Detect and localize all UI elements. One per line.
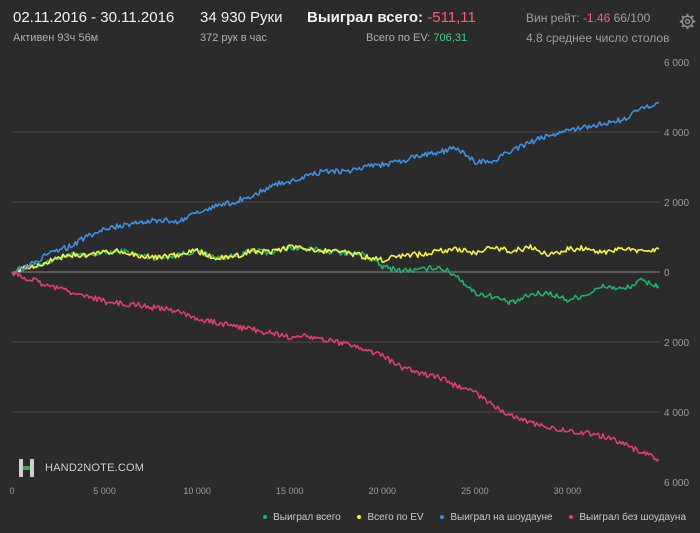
hand2note-logo: HAND2NOTE.COM xyxy=(16,456,144,480)
y-tick-label: 4 000 xyxy=(664,408,689,419)
legend-item-ev[interactable]: Всего по EV xyxy=(357,512,424,523)
legend-label: Всего по EV xyxy=(367,512,424,523)
hands-count: 34 930 Руки xyxy=(200,9,283,26)
x-tick-label: 20 000 xyxy=(369,486,397,496)
chart-svg: 6 000 4 000 2 000 0 2 000 4 000 6 000 0 5 000 10… xyxy=(9,58,689,496)
gear-icon[interactable] xyxy=(679,13,696,30)
winrate-label: Вин рейт: xyxy=(526,11,580,25)
x-tick-label: 5 000 xyxy=(93,486,116,496)
legend-label: Выиграл без шоудауна xyxy=(579,512,686,523)
active-time: Активен 93ч 56м xyxy=(13,32,99,44)
x-tick-labels: 0 5 000 10 000 15 000 20 000 25 000 30 000 xyxy=(9,486,581,496)
y-tick-label: 0 xyxy=(664,268,670,279)
winrate-stat: Вин рейт: -1.46 66/100 xyxy=(526,11,650,25)
y-tick-label: 2 000 xyxy=(664,198,689,209)
winnings-chart: 6 000 4 000 2 000 0 2 000 4 000 6 000 0 5 000 10… xyxy=(0,52,700,528)
x-tick-label: 0 xyxy=(9,486,14,496)
y-tick-label: 2 000 xyxy=(664,338,689,349)
avg-tables: 4.8 среднее число столов xyxy=(526,31,670,45)
y-tick-label: 6 000 xyxy=(664,478,689,489)
logo-text: HAND2NOTE.COM xyxy=(45,462,145,474)
series-line-3 xyxy=(11,271,660,462)
winrate-value: -1.46 xyxy=(582,11,611,25)
legend-item-showdown[interactable]: Выиграл на шоудауне xyxy=(440,512,553,523)
x-tick-label: 30 000 xyxy=(554,486,582,496)
legend-item-won-total[interactable]: Выиграл всего xyxy=(263,512,341,523)
h2n-logo-icon xyxy=(19,459,34,477)
series-line-2 xyxy=(11,101,660,275)
x-tick-label: 15 000 xyxy=(276,486,304,496)
winrate-suffix: 66/100 xyxy=(613,11,651,25)
won-total-value: -511,11 xyxy=(427,9,476,26)
stats-header: 02.11.2016 - 30.11.2016 Активен 93ч 56м … xyxy=(0,0,700,52)
hands-per-hour: 372 рук в час xyxy=(200,32,268,44)
ev-stat: Всего по EV: 706,31 xyxy=(366,32,467,44)
legend-label: Выиграл всего xyxy=(273,512,341,523)
y-tick-label: 6 000 xyxy=(664,58,689,69)
legend-item-no-showdown[interactable]: Выиграл без шоудауна xyxy=(569,512,686,523)
series-line-1 xyxy=(11,244,660,276)
ev-label: Всего по EV: xyxy=(366,32,431,44)
legend-swatch xyxy=(263,515,268,520)
ev-value: 706,31 xyxy=(433,32,468,44)
y-tick-label: 4 000 xyxy=(664,128,689,139)
won-total-label: Выиграл всего: xyxy=(307,9,424,26)
y-tick-labels: 6 000 4 000 2 000 0 2 000 4 000 6 000 xyxy=(664,58,689,489)
grid-layer xyxy=(12,131,660,413)
legend-swatch xyxy=(569,515,574,520)
series-layer xyxy=(11,101,660,462)
legend-label: Выиграл на шоудауне xyxy=(450,512,553,523)
x-tick-label: 10 000 xyxy=(183,486,211,496)
date-range: 02.11.2016 - 30.11.2016 xyxy=(13,9,175,26)
legend-swatch xyxy=(357,515,362,520)
legend-swatch xyxy=(440,515,445,520)
x-tick-label: 25 000 xyxy=(461,486,489,496)
won-total-stat: Выиграл всего: -511,11 xyxy=(307,9,476,26)
chart-legend: Выиграл всего Всего по EV Выиграл на шоу… xyxy=(0,512,700,528)
